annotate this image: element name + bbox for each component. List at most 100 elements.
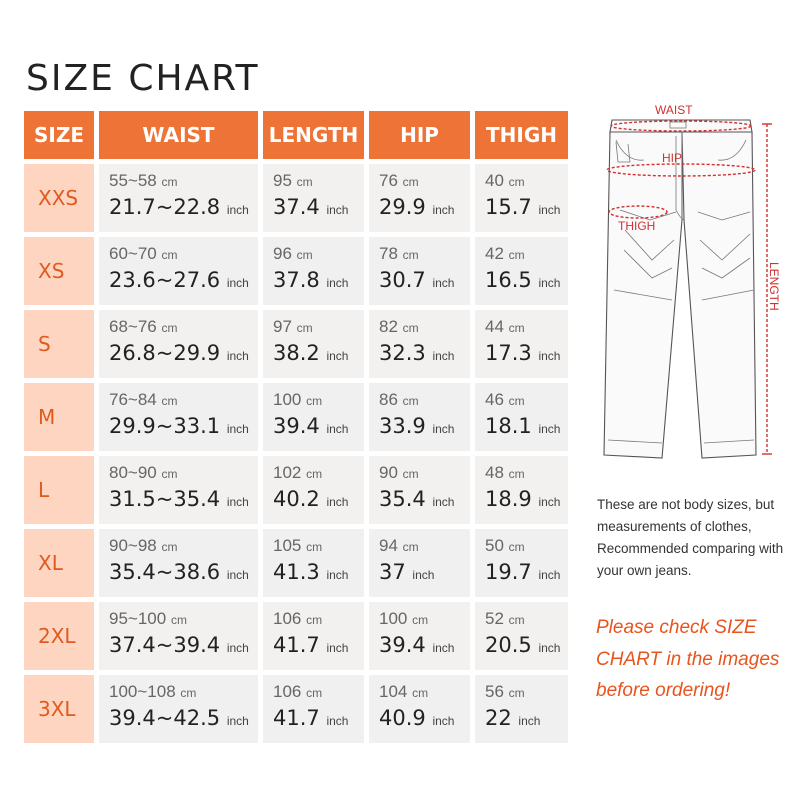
thigh-cm: 44 cm [485, 317, 525, 336]
waist-cm: 55~58 cm [109, 171, 178, 190]
thigh-inch: 16.5 inch [485, 268, 561, 292]
length-cm: 95 cm [273, 171, 313, 190]
thigh-cell: 44 cm 17.3 inch [475, 305, 568, 378]
waist-cm: 68~76 cm [109, 317, 178, 336]
thigh-cell: 50 cm 19.7 inch [475, 524, 568, 597]
hip-cm: 82 cm [379, 317, 419, 336]
length-cell: 106 cm 41.7 inch [263, 670, 369, 743]
waist-cell: 68~76 cm 26.8~29.9 inch [99, 305, 263, 378]
length-inch: 41.3 inch [273, 560, 349, 584]
thigh-inch: 22 inch [485, 706, 541, 730]
waist-cell: 100~108 cm 39.4~42.5 inch [99, 670, 263, 743]
waist-inch: 26.8~29.9 inch [109, 341, 249, 365]
hip-cell: 94 cm 37 inch [369, 524, 475, 597]
length-inch: 39.4 inch [273, 414, 349, 438]
waist-cell: 90~98 cm 35.4~38.6 inch [99, 524, 263, 597]
hip-cm: 86 cm [379, 390, 419, 409]
length-inch: 37.4 inch [273, 195, 349, 219]
table-row: M 76~84 cm 29.9~33.1 inch 100 cm 39.4 inch 86… [24, 378, 568, 451]
size-label: S [24, 305, 99, 378]
thigh-cm: 40 cm [485, 171, 525, 190]
length-inch: 41.7 inch [273, 633, 349, 657]
table-row: XS 60~70 cm 23.6~27.6 inch 96 cm 37.8 inch 78… [24, 232, 568, 305]
thigh-cm: 52 cm [485, 609, 525, 628]
length-inch: 38.2 inch [273, 341, 349, 365]
length-inch: 37.8 inch [273, 268, 349, 292]
waist-inch: 39.4~42.5 inch [109, 706, 249, 730]
table-header-row: SIZE WAIST LENGTH HIP THIGH [24, 111, 568, 159]
length-cm: 105 cm [273, 536, 323, 555]
header-length: LENGTH [263, 111, 369, 159]
hip-inch: 30.7 inch [379, 268, 455, 292]
size-label: XXS [24, 159, 99, 232]
waist-inch: 35.4~38.6 inch [109, 560, 249, 584]
waist-inch: 37.4~39.4 inch [109, 633, 249, 657]
table-row: 2XL 95~100 cm 37.4~39.4 inch 106 cm 41.7 inc… [24, 597, 568, 670]
waist-cm: 80~90 cm [109, 463, 178, 482]
hip-cell: 82 cm 32.3 inch [369, 305, 475, 378]
length-cell: 100 cm 39.4 inch [263, 378, 369, 451]
hip-inch: 35.4 inch [379, 487, 455, 511]
hip-inch: 37 inch [379, 560, 435, 584]
hip-inch: 29.9 inch [379, 195, 455, 219]
hip-cm: 78 cm [379, 244, 419, 263]
length-cm: 97 cm [273, 317, 313, 336]
header-thigh: THIGH [475, 111, 568, 159]
length-inch: 40.2 inch [273, 487, 349, 511]
hip-cell: 86 cm 33.9 inch [369, 378, 475, 451]
length-cm: 106 cm [273, 682, 323, 701]
hip-inch: 40.9 inch [379, 706, 455, 730]
table-row: 3XL 100~108 cm 39.4~42.5 inch 106 cm 41.7 in… [24, 670, 568, 743]
waist-cm: 95~100 cm [109, 609, 187, 628]
hip-cm: 104 cm [379, 682, 429, 701]
hip-cell: 90 cm 35.4 inch [369, 451, 475, 524]
thigh-cell: 52 cm 20.5 inch [475, 597, 568, 670]
hip-cm: 94 cm [379, 536, 419, 555]
waist-label: WAIST [655, 103, 693, 117]
thigh-inch: 18.1 inch [485, 414, 561, 438]
hip-cell: 104 cm 40.9 inch [369, 670, 475, 743]
thigh-cell: 42 cm 16.5 inch [475, 232, 568, 305]
thigh-inch: 15.7 inch [485, 195, 561, 219]
hip-label: HIP [662, 151, 682, 165]
hip-cell: 78 cm 30.7 inch [369, 232, 475, 305]
jeans-diagram: WAIST HIP THIGH LENGTH [603, 103, 781, 459]
thigh-inch: 20.5 inch [485, 633, 561, 657]
length-cell: 102 cm 40.2 inch [263, 451, 369, 524]
thigh-cm: 46 cm [485, 390, 525, 409]
length-cm: 106 cm [273, 609, 323, 628]
length-cm: 100 cm [273, 390, 323, 409]
length-cell: 97 cm 38.2 inch [263, 305, 369, 378]
size-label: M [24, 378, 99, 451]
waist-cell: 76~84 cm 29.9~33.1 inch [99, 378, 263, 451]
hip-cell: 76 cm 29.9 inch [369, 159, 475, 232]
waist-inch: 21.7~22.8 inch [109, 195, 249, 219]
waist-cm: 100~108 cm [109, 682, 197, 701]
page-title: SIZE CHART [26, 58, 260, 99]
hip-cell: 100 cm 39.4 inch [369, 597, 475, 670]
size-label: L [24, 451, 99, 524]
thigh-cm: 50 cm [485, 536, 525, 555]
length-label: LENGTH [767, 262, 781, 311]
size-label: 2XL [24, 597, 99, 670]
size-label: XL [24, 524, 99, 597]
hip-inch: 32.3 inch [379, 341, 455, 365]
thigh-inch: 17.3 inch [485, 341, 561, 365]
hip-inch: 39.4 inch [379, 633, 455, 657]
waist-inch: 23.6~27.6 inch [109, 268, 249, 292]
table-row: XL 90~98 cm 35.4~38.6 inch 105 cm 41.3 inch 9… [24, 524, 568, 597]
header-size: SIZE [24, 111, 99, 159]
waist-cell: 95~100 cm 37.4~39.4 inch [99, 597, 263, 670]
thigh-cell: 40 cm 15.7 inch [475, 159, 568, 232]
waist-cm: 90~98 cm [109, 536, 178, 555]
table-row: XXS 55~58 cm 21.7~22.8 inch 95 cm 37.4 inch 7… [24, 159, 568, 232]
table-row: L 80~90 cm 31.5~35.4 inch 102 cm 40.2 inch 90… [24, 451, 568, 524]
waist-cell: 55~58 cm 21.7~22.8 inch [99, 159, 263, 232]
length-cell: 106 cm 41.7 inch [263, 597, 369, 670]
header-waist: WAIST [99, 111, 263, 159]
size-chart-table: SIZE WAIST LENGTH HIP THIGH XXS 55~58 cm 2… [24, 111, 568, 743]
warning-text: Please check SIZE CHART in the images be… [596, 617, 780, 701]
waist-inch: 29.9~33.1 inch [109, 414, 249, 438]
thigh-cell: 46 cm 18.1 inch [475, 378, 568, 451]
hip-cm: 76 cm [379, 171, 419, 190]
